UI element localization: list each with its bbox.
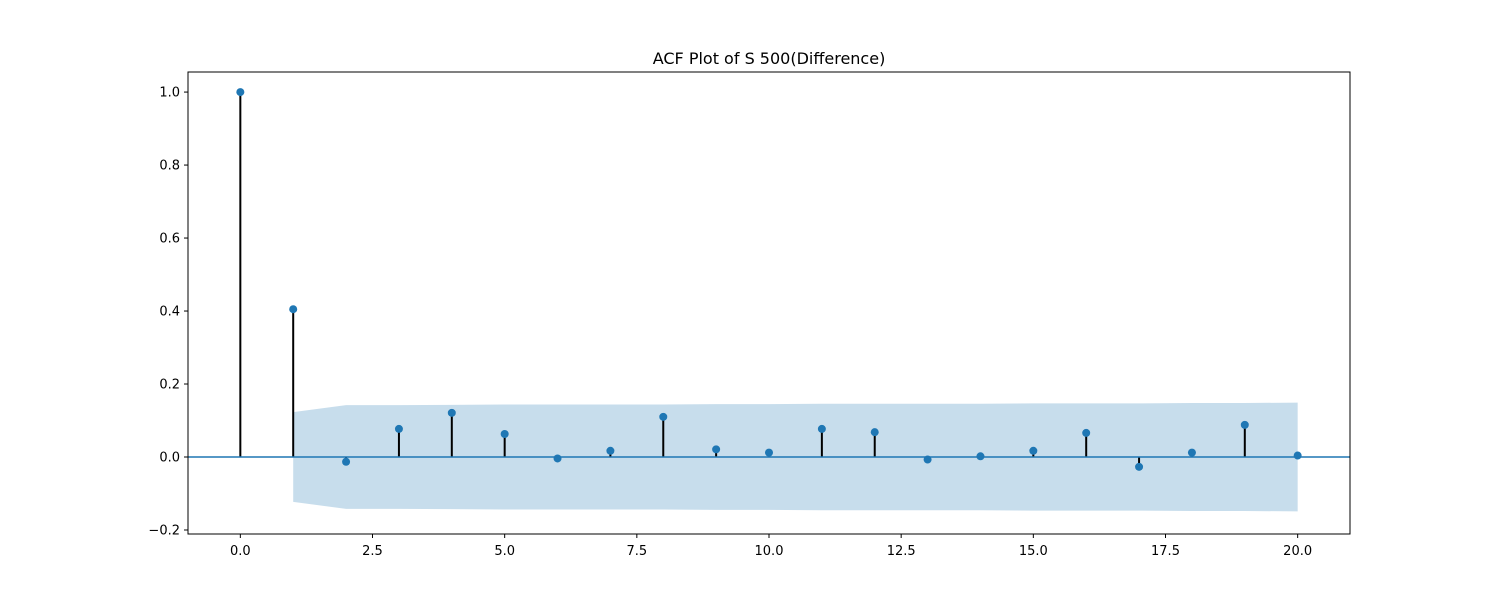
acf-point-lag-8 xyxy=(659,412,668,421)
acf-point-lag-7 xyxy=(606,446,615,455)
acf-point-lag-14 xyxy=(976,452,985,461)
x-tick-label: 0.0 xyxy=(230,544,251,559)
acf-point-lag-3 xyxy=(394,424,403,433)
acf-point-lag-1 xyxy=(289,305,298,314)
acf-point-lag-4 xyxy=(447,408,456,417)
y-axis: −0.2 0.0 0.2 0.4 0.6 0.8 1.0 xyxy=(148,86,188,538)
x-tick-label: 2.5 xyxy=(362,544,383,559)
acf-point-lag-6 xyxy=(553,454,562,463)
y-tick-label: 0.8 xyxy=(159,159,180,174)
marker-layer xyxy=(236,88,1302,471)
acf-point-lag-5 xyxy=(500,430,509,439)
y-tick-label: 0.4 xyxy=(159,305,180,320)
x-tick-label: 10.0 xyxy=(755,544,784,559)
y-tick-label: 0.2 xyxy=(159,378,180,393)
x-tick-label: 17.5 xyxy=(1151,544,1180,559)
chart-title: ACF Plot of S 500(Difference) xyxy=(653,49,886,68)
y-tick-label: 0.0 xyxy=(159,451,180,466)
acf-point-lag-19 xyxy=(1240,420,1249,429)
x-tick-label: 15.0 xyxy=(1019,544,1048,559)
x-tick-label: 5.0 xyxy=(494,544,515,559)
x-tick-label: 7.5 xyxy=(626,544,647,559)
acf-point-lag-18 xyxy=(1187,448,1196,457)
acf-point-lag-11 xyxy=(817,424,826,433)
acf-point-lag-0 xyxy=(236,88,245,97)
y-tick-label: 1.0 xyxy=(159,86,180,101)
acf-point-lag-16 xyxy=(1082,428,1091,437)
acf-point-lag-15 xyxy=(1029,446,1038,455)
acf-point-lag-2 xyxy=(342,457,351,466)
x-tick-label: 20.0 xyxy=(1283,544,1312,559)
acf-point-lag-12 xyxy=(870,428,879,437)
acf-point-lag-17 xyxy=(1135,462,1144,471)
x-tick-label: 12.5 xyxy=(887,544,916,559)
acf-point-lag-13 xyxy=(923,455,932,464)
acf-point-lag-10 xyxy=(765,448,773,457)
acf-point-lag-9 xyxy=(712,445,721,454)
y-tick-label: −0.2 xyxy=(148,523,180,538)
acf-point-lag-20 xyxy=(1293,451,1302,460)
x-axis: 0.0 2.5 5.0 7.5 10.0 12.5 15.0 17.5 20.0 xyxy=(230,534,1312,559)
y-tick-label: 0.6 xyxy=(159,232,180,247)
